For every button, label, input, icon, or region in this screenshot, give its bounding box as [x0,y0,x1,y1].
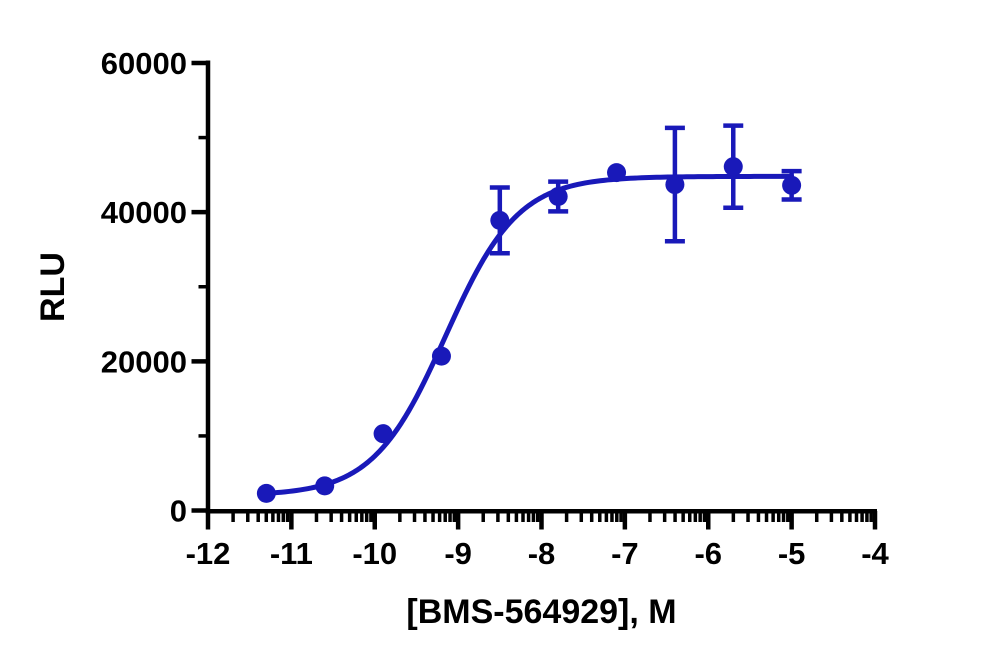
x-tick-label: -11 [270,536,313,571]
data-point [782,175,802,195]
x-tick-label: -4 [861,536,889,571]
data-series [256,123,802,503]
y-axis-title: RLU [34,252,72,322]
x-tick-label: -8 [528,536,556,571]
y-tick-label: 60000 [101,46,187,81]
data-point [607,163,627,183]
data-point [256,483,276,503]
data-point [315,476,335,496]
fit-curve [263,173,795,496]
y-axis-major-ticks [191,60,208,513]
x-tick-label: -7 [611,536,639,571]
x-tick-label: -6 [694,536,722,571]
x-axis-major-ticks [205,511,878,530]
x-axis-tick-labels: -12 -11 -10 -9 -8 -7 -6 -5 -4 [186,536,890,571]
y-tick-label: 0 [170,494,187,529]
data-point [490,210,510,230]
x-tick-label: -12 [186,536,231,571]
data-point [431,346,451,366]
y-axis-tick-labels: 0 20000 40000 60000 [101,46,187,529]
data-point [548,187,568,207]
x-axis-title: [BMS-564929], M [406,593,676,631]
y-tick-label: 40000 [101,195,187,230]
x-tick-label: -10 [352,536,397,571]
y-tick-label: 20000 [101,344,187,379]
x-tick-label: -9 [444,536,472,571]
data-point [723,157,743,177]
data-point [373,424,393,444]
x-tick-label: -5 [778,536,806,571]
data-point [665,175,685,195]
